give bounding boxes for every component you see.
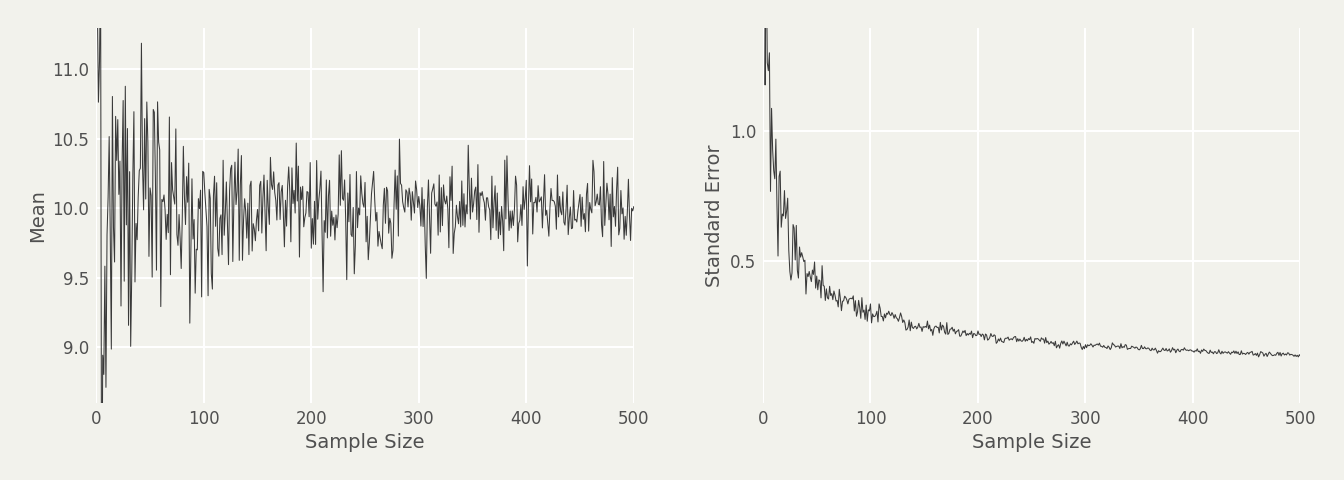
Y-axis label: Standard Error: Standard Error — [706, 144, 724, 287]
Y-axis label: Mean: Mean — [28, 189, 47, 242]
X-axis label: Sample Size: Sample Size — [305, 433, 425, 452]
X-axis label: Sample Size: Sample Size — [972, 433, 1091, 452]
